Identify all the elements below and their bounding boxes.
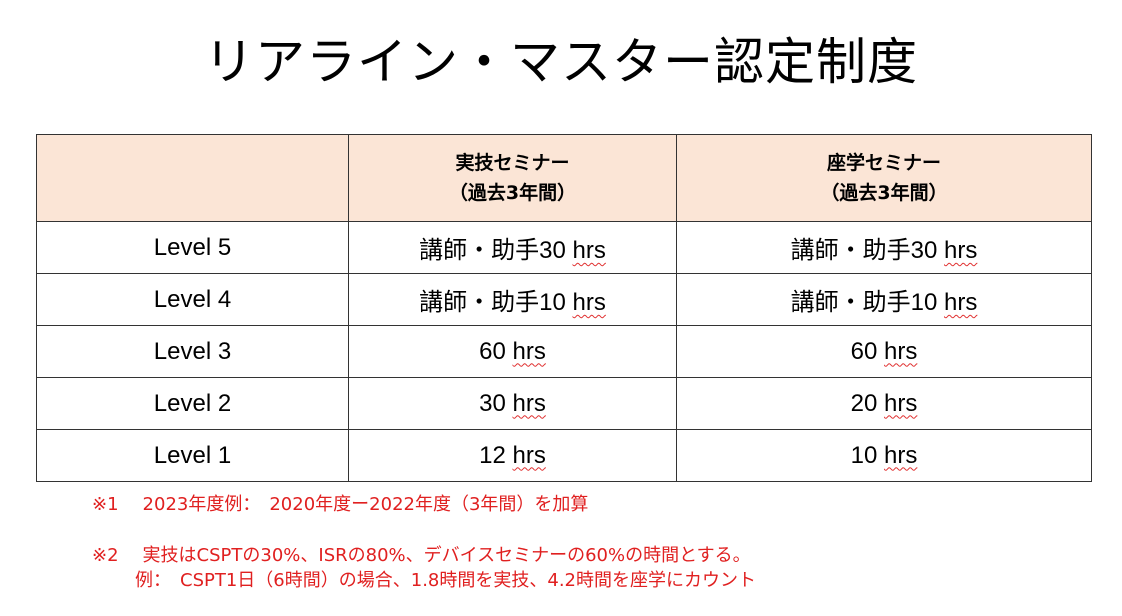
lecture-hours-cell: 講師・助手30 hrs [676, 221, 1092, 274]
level-cell: Level 1 [36, 429, 349, 482]
lecture-hours-unit: hrs [884, 389, 918, 417]
practical-hours-cell: 60 hrs [348, 325, 677, 378]
lecture-hours-cell: 10 hrs [676, 429, 1092, 482]
lecture-hours-value: 60 [850, 337, 885, 365]
page-title: リアライン・マスター認定制度 [204, 33, 918, 91]
lecture-hours-unit: hrs [884, 337, 918, 365]
certification-table: 実技セミナー （過去3年間） 座学セミナー （過去3年間） Level 5 講師… [36, 134, 1092, 482]
footnote-2-example: 例： CSPT1日（6時間）の場合、1.8時間を実技、4.2時間を座学にカウント [135, 569, 756, 593]
lecture-hours-value: 講師・助手30 [790, 237, 945, 264]
lecture-hours-cell: 講師・助手10 hrs [676, 273, 1092, 326]
header-practical-title: 実技セミナー [455, 152, 570, 174]
lecture-hours-value: 10 [850, 441, 885, 469]
table-row: Level 4 講師・助手10 hrs 講師・助手10 hrs [36, 273, 1092, 326]
practical-hours-unit: hrs [572, 289, 606, 316]
practical-hours-value: 講師・助手10 [419, 289, 573, 316]
table-row: Level 1 12 hrs 10 hrs [36, 429, 1092, 482]
lecture-hours-unit: hrs [944, 289, 978, 316]
practical-hours-value: 12 [479, 441, 513, 469]
header-practical-seminar: 実技セミナー （過去3年間） [348, 134, 677, 222]
lecture-hours-value: 講師・助手10 [790, 289, 945, 316]
practical-hours-cell: 12 hrs [348, 429, 677, 482]
practical-hours-cell: 30 hrs [348, 377, 677, 430]
lecture-hours-unit: hrs [884, 441, 918, 469]
practical-hours-value: 講師・助手30 [419, 237, 573, 264]
practical-hours-cell: 講師・助手10 hrs [348, 273, 677, 326]
practical-hours-unit: hrs [512, 441, 546, 469]
lecture-hours-unit: hrs [944, 237, 978, 264]
header-lecture-period: （過去3年間） [820, 182, 948, 204]
lecture-hours-value: 20 [850, 389, 885, 417]
level-cell: Level 4 [36, 273, 349, 326]
table-row: Level 3 60 hrs 60 hrs [36, 325, 1092, 378]
level-cell: Level 5 [36, 221, 349, 274]
footnote-2-example-text: 例： CSPT1日（6時間）の場合、1.8時間を実技、4.2時間を座学にカウント [135, 570, 756, 591]
header-lecture-title: 座学セミナー [826, 152, 941, 174]
level-cell: Level 3 [36, 325, 349, 378]
header-lecture-seminar: 座学セミナー （過去3年間） [676, 134, 1092, 222]
practical-hours-unit: hrs [512, 337, 546, 365]
practical-hours-value: 60 [479, 337, 513, 365]
footnote-1-text: 2023年度例： 2020年度ー2022年度（3年間）を加算 [142, 494, 589, 515]
practical-hours-unit: hrs [512, 389, 546, 417]
table-header-row: 実技セミナー （過去3年間） 座学セミナー （過去3年間） [36, 134, 1092, 222]
level-cell: Level 2 [36, 377, 349, 430]
footnote-1: ※1 2023年度例： 2020年度ー2022年度（3年間）を加算 [92, 493, 588, 517]
practical-hours-value: 30 [479, 389, 513, 417]
header-empty-cell [36, 134, 349, 222]
footnote-2-text: 実技はCSPTの30%、ISRの80%、デバイスセミナーの60%の時間とする。 [142, 545, 751, 566]
practical-hours-cell: 講師・助手30 hrs [348, 221, 677, 274]
lecture-hours-cell: 20 hrs [676, 377, 1092, 430]
header-practical-period: （過去3年間） [448, 182, 577, 204]
lecture-hours-cell: 60 hrs [676, 325, 1092, 378]
footnote-1-mark: ※1 [92, 494, 119, 515]
table-row: Level 2 30 hrs 20 hrs [36, 377, 1092, 430]
footnote-2-mark: ※2 [92, 545, 119, 566]
table-row: Level 5 講師・助手30 hrs 講師・助手30 hrs [36, 221, 1092, 274]
footnote-2: ※2 実技はCSPTの30%、ISRの80%、デバイスセミナーの60%の時間とする… [92, 544, 751, 568]
practical-hours-unit: hrs [572, 237, 606, 264]
